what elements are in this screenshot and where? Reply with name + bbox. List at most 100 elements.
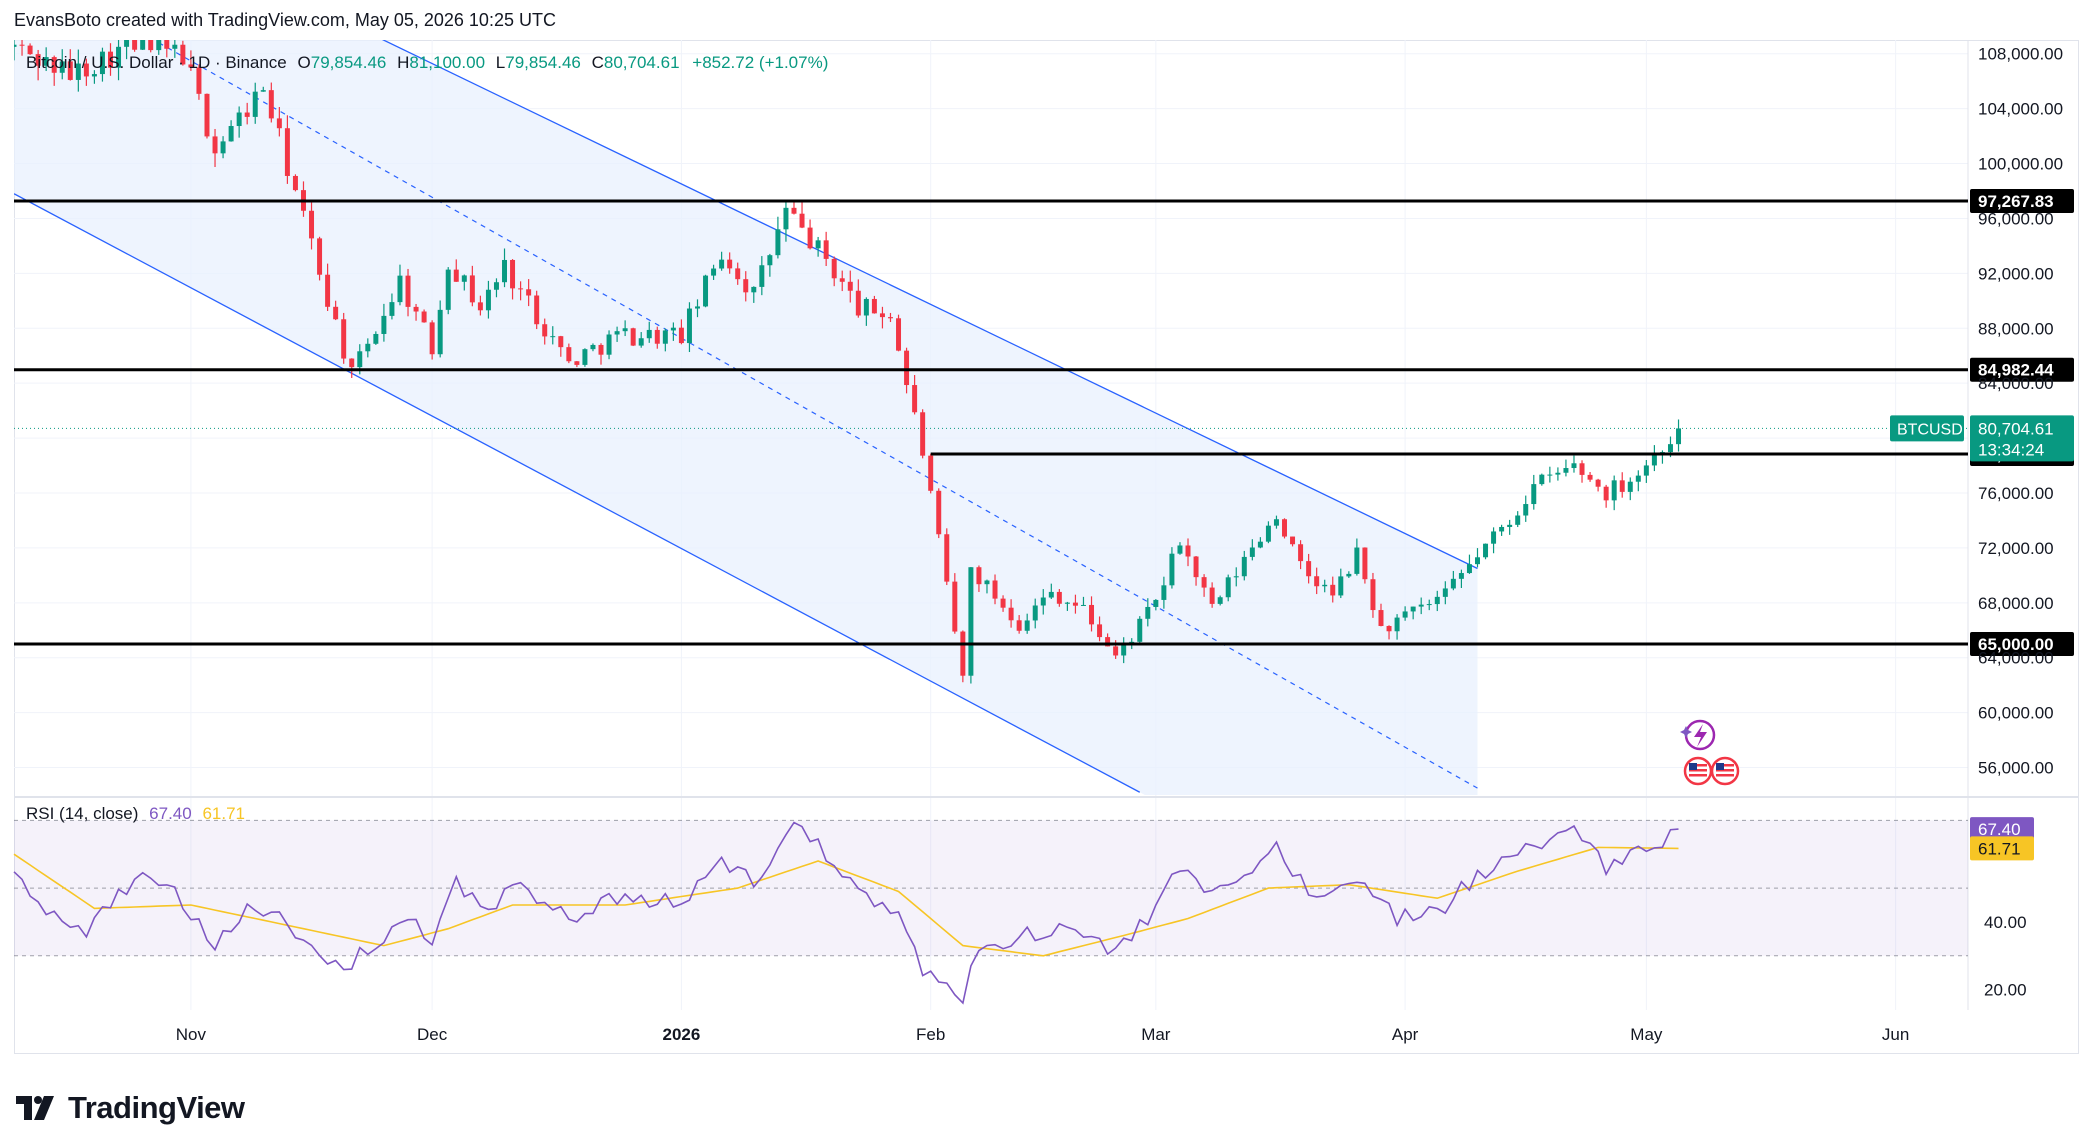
candle-body: [1330, 584, 1336, 596]
candle-body: [59, 61, 65, 73]
chart-frame[interactable]: [14, 40, 2079, 1054]
time-tick-label: May: [1630, 1025, 1663, 1044]
candle-body: [1555, 472, 1561, 475]
candle-body: [662, 330, 668, 344]
candle-body: [43, 57, 49, 66]
rsi-value-tag[interactable]: [1970, 817, 2034, 842]
candle-body: [1273, 519, 1279, 526]
candle-body: [743, 279, 749, 293]
candle-body: [654, 329, 660, 344]
candle-body: [1499, 526, 1505, 532]
descending-channel[interactable]: [14, 0, 1968, 972]
candle-body: [148, 40, 154, 51]
candle-body: [670, 327, 676, 331]
candle-body: [1474, 557, 1480, 565]
price-tick-label: 100,000.00: [1978, 155, 2063, 174]
tradingview-logo[interactable]: TradingView: [16, 1090, 245, 1126]
candle-body: [1282, 519, 1287, 537]
symbol-title[interactable]: Bitcoin / U.S. Dollar · 1D · Binance: [26, 53, 287, 72]
price-tick-label: 64,000.00: [1978, 649, 2054, 668]
candle-body: [799, 213, 805, 228]
candle-body: [1434, 596, 1440, 605]
candle-body: [493, 282, 499, 290]
candle-body: [27, 45, 33, 55]
candle-body: [429, 322, 435, 355]
candle-body: [1097, 624, 1103, 638]
candle-body: [132, 40, 138, 50]
time-tick-label: 2026: [663, 1025, 701, 1044]
candle-body: [936, 490, 942, 535]
candle-body: [831, 258, 837, 279]
candle-body: [719, 259, 725, 269]
level-price-tag[interactable]: [1970, 357, 2074, 382]
candle-body: [1209, 587, 1215, 604]
candle-body: [268, 90, 274, 119]
us-flag-icon[interactable]: [1710, 756, 1740, 786]
rsi-ma-value-tag[interactable]: [1970, 836, 2034, 861]
candle-body: [1113, 646, 1119, 656]
candle-body: [188, 64, 194, 68]
candle-body: [896, 318, 902, 351]
high-label: H: [397, 53, 410, 72]
candle-body: [630, 328, 636, 346]
candle-body: [1032, 605, 1038, 621]
rsi-line: [13, 821, 1679, 1005]
candle-body: [1667, 444, 1673, 453]
candle-body: [1483, 543, 1489, 558]
symbol-legend[interactable]: Bitcoin / U.S. Dollar · 1D · Binance O79…: [26, 53, 828, 73]
price-axis[interactable]: 56,000.00 60,000.00 64,000.00 68,000.00 72,0…: [1890, 45, 2074, 778]
candle-body: [1507, 524, 1513, 527]
price-tick-label: 68,000.00: [1978, 594, 2054, 613]
candle-body: [469, 275, 475, 303]
rsi-title[interactable]: RSI (14, close): [26, 804, 139, 823]
event-icons[interactable]: [1680, 719, 1740, 786]
candle-body: [1676, 428, 1682, 445]
last-price-tag[interactable]: [1970, 415, 2074, 462]
candle-body: [1153, 599, 1159, 607]
candle-body: [751, 286, 757, 293]
candle-body: [1466, 564, 1472, 574]
rsi-legend[interactable]: RSI (14, close) 67.40 61.71: [26, 804, 245, 824]
candle-body: [51, 57, 57, 73]
candle-body: [534, 295, 540, 325]
candle-body: [99, 51, 105, 75]
level-price-tag[interactable]: [1970, 189, 2074, 214]
candle-body: [1354, 547, 1360, 574]
candle-body: [1378, 610, 1384, 626]
level-price-tag[interactable]: [1970, 632, 2074, 656]
candle-body: [526, 289, 532, 296]
price-tick-label: 76,000.00: [1978, 484, 2054, 503]
time-axis[interactable]: Nov Dec 2026 Feb Mar Apr May Jun: [176, 1025, 1910, 1044]
candle-body: [928, 455, 934, 491]
candle-body: [590, 344, 596, 350]
price-tick-label: 96,000.00: [1978, 209, 2054, 228]
candle-body: [823, 240, 829, 259]
channel-upper-line[interactable]: [14, 0, 1478, 570]
candle-body: [502, 259, 508, 283]
candle-body: [558, 336, 564, 348]
close-value: 80,704.61: [603, 53, 680, 72]
candle-body: [212, 136, 218, 154]
candle-body: [1539, 474, 1545, 485]
channel-median-line[interactable]: [158, 42, 1478, 789]
candle-body: [333, 306, 339, 320]
channel-lower-line[interactable]: [14, 193, 1141, 793]
rsi-ma-value-tag-label: 61.71: [1978, 839, 2021, 858]
candle-body: [1587, 474, 1593, 480]
candle-body: [1306, 561, 1312, 577]
price-tick-label: 88,000.00: [1978, 319, 2054, 338]
candle-body: [1491, 531, 1497, 544]
open-label: O: [297, 53, 311, 72]
candle-body: [14, 44, 17, 47]
candle-body: [1458, 573, 1464, 579]
tradingview-wordmark: TradingView: [68, 1090, 245, 1125]
symbol-tag[interactable]: [1890, 415, 1964, 442]
lightning-icon[interactable]: [1680, 719, 1716, 751]
time-tick-label: Jun: [1882, 1025, 1909, 1044]
level-price-label: 65,000.00: [1978, 635, 2054, 654]
us-flag-icon[interactable]: [1683, 756, 1713, 786]
candle-body: [1346, 573, 1352, 577]
